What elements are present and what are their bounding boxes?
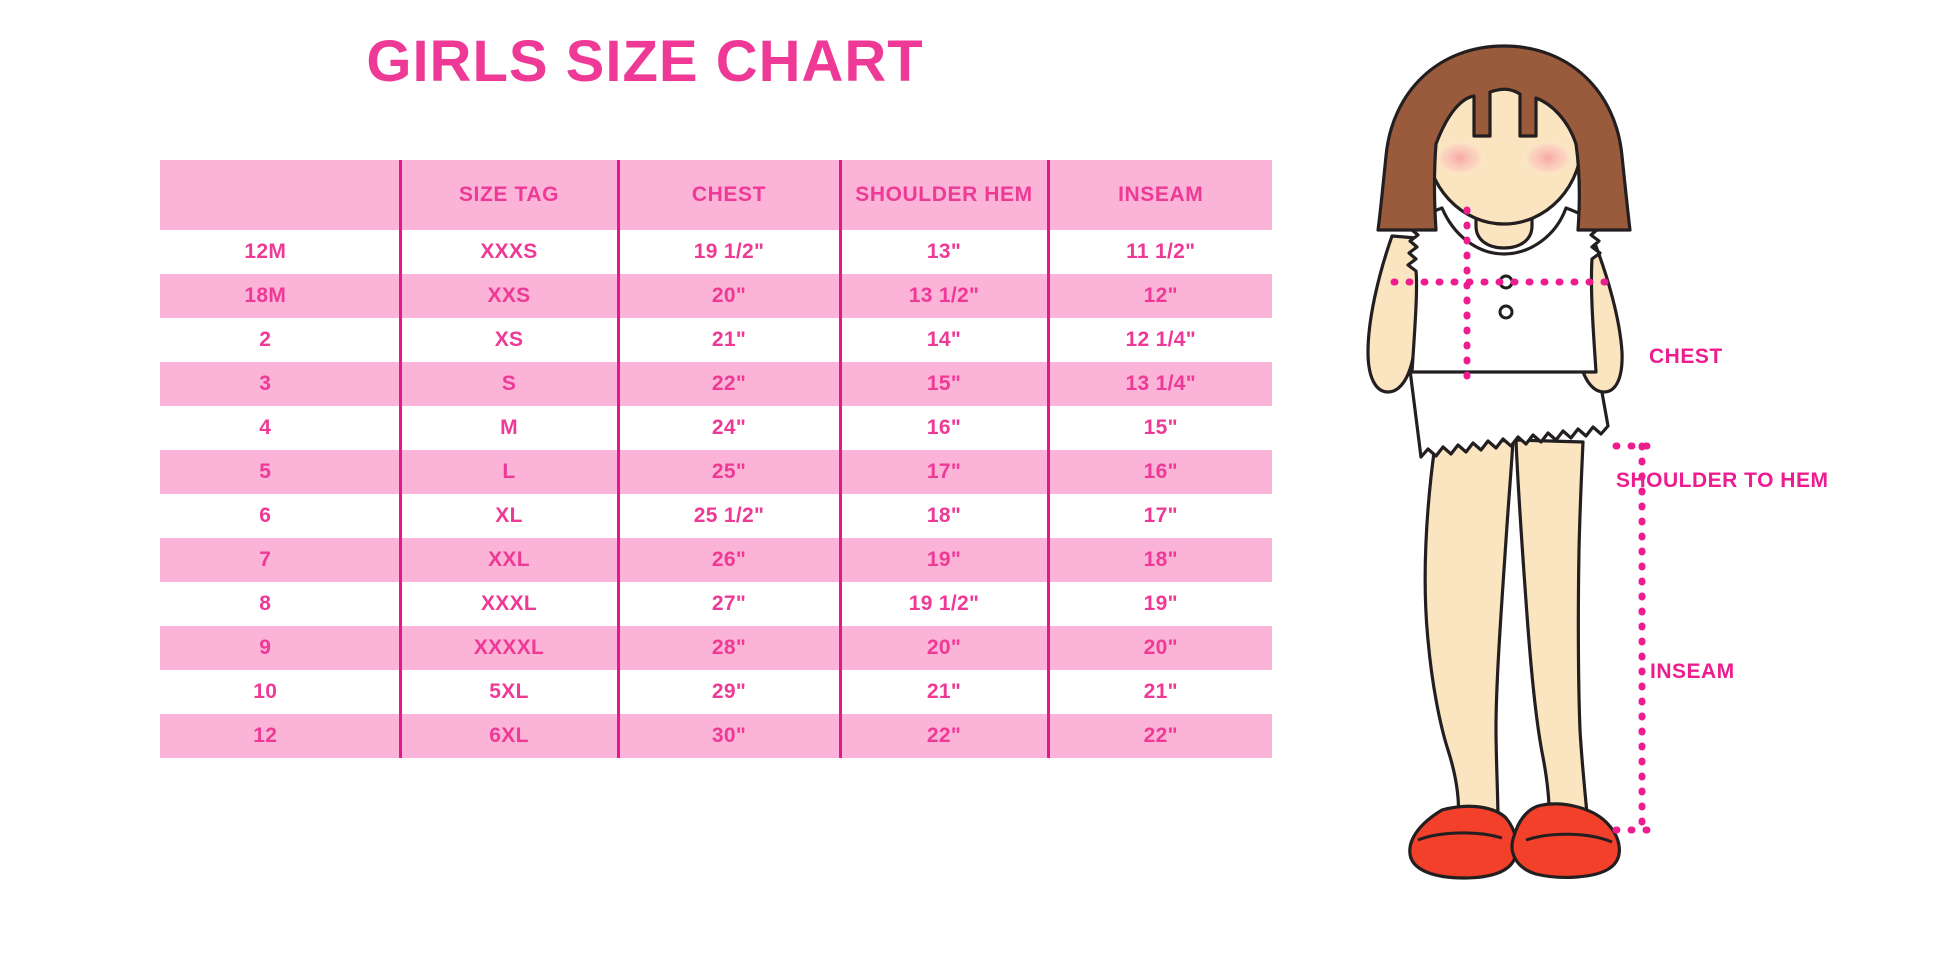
cell-chest: 28" <box>616 626 840 670</box>
cell-inseam: 15" <box>1046 406 1272 450</box>
table-row: 7 XXL 26" 19" 18" <box>160 538 1272 582</box>
cell-size-tag: XS <box>398 318 618 362</box>
cell-inseam: 16" <box>1046 450 1272 494</box>
cell-inseam: 20" <box>1046 626 1272 670</box>
table-row: 10 5XL 29" 21" 21" <box>160 670 1272 714</box>
legs-shape <box>1423 438 1590 828</box>
cell-inseam: 21" <box>1046 670 1272 714</box>
callout-label-inseam: INSEAM <box>1650 660 1735 683</box>
column-header-shoulder-hem: SHOULDER HEM <box>838 160 1048 230</box>
cell-size-tag: XXXS <box>398 230 618 274</box>
cell-size: 6 <box>160 494 400 538</box>
shoes-shape <box>1408 802 1621 880</box>
cell-shoulder-hem: 16" <box>838 406 1048 450</box>
cell-size-tag: M <box>398 406 618 450</box>
page-title: GIRLS SIZE CHART <box>366 29 924 94</box>
cell-inseam: 13 1/4" <box>1046 362 1272 406</box>
table-row: 12M XXXS 19 1/2" 13" 11 1/2" <box>160 230 1272 274</box>
table-row: 8 XXXL 27" 19 1/2" 19" <box>160 582 1272 626</box>
cell-chest: 25" <box>616 450 840 494</box>
cell-chest: 22" <box>616 362 840 406</box>
cell-chest: 20" <box>616 274 840 318</box>
cell-size: 18M <box>160 274 400 318</box>
column-header-inseam: INSEAM <box>1046 160 1272 230</box>
girl-figure-illustration <box>1330 40 1750 920</box>
cell-inseam: 17" <box>1046 494 1272 538</box>
cell-size-tag: XXXL <box>398 582 618 626</box>
cell-size-tag: XL <box>398 494 618 538</box>
cell-size: 2 <box>160 318 400 362</box>
table-row: 18M XXS 20" 13 1/2" 12" <box>160 274 1272 318</box>
cell-chest: 21" <box>616 318 840 362</box>
table-row: 3 S 22" 15" 13 1/4" <box>160 362 1272 406</box>
column-header-size-tag: SIZE TAG <box>398 160 618 230</box>
cell-inseam: 18" <box>1046 538 1272 582</box>
cell-shoulder-hem: 19" <box>838 538 1048 582</box>
table-row: 6 XL 25 1/2" 18" 17" <box>160 494 1272 538</box>
cell-inseam: 12" <box>1046 274 1272 318</box>
cell-size-tag: S <box>398 362 618 406</box>
hair-shape <box>1376 44 1632 232</box>
cell-size: 4 <box>160 406 400 450</box>
cell-size: 5 <box>160 450 400 494</box>
cell-size-tag: 6XL <box>398 714 618 758</box>
cell-size: 9 <box>160 626 400 670</box>
cell-shoulder-hem: 13 1/2" <box>838 274 1048 318</box>
cell-size-tag: L <box>398 450 618 494</box>
skirt-shape <box>1408 368 1610 459</box>
cell-inseam: 11 1/2" <box>1046 230 1272 274</box>
cell-size: 3 <box>160 362 400 406</box>
cell-shoulder-hem: 15" <box>838 362 1048 406</box>
table-header-row: SIZE TAG CHEST SHOULDER HEM INSEAM <box>160 160 1272 230</box>
column-header-chest: CHEST <box>616 160 840 230</box>
cell-size: 7 <box>160 538 400 582</box>
size-chart-table: SIZE TAG CHEST SHOULDER HEM INSEAM 12M XX… <box>160 160 1272 758</box>
table-row: 12 6XL 30" 22" 22" <box>160 714 1272 758</box>
cell-chest: 26" <box>616 538 840 582</box>
cell-size: 12 <box>160 714 400 758</box>
cell-inseam: 22" <box>1046 714 1272 758</box>
cell-shoulder-hem: 14" <box>838 318 1048 362</box>
callout-label-chest: CHEST <box>1649 345 1723 368</box>
cell-size-tag: 5XL <box>398 670 618 714</box>
cell-chest: 25 1/2" <box>616 494 840 538</box>
cell-shoulder-hem: 19 1/2" <box>838 582 1048 626</box>
cell-shoulder-hem: 17" <box>838 450 1048 494</box>
cell-size-tag: XXS <box>398 274 618 318</box>
table-row: 4 M 24" 16" 15" <box>160 406 1272 450</box>
cell-chest: 24" <box>616 406 840 450</box>
inseam-measure-bracket <box>1612 442 1664 834</box>
cell-size: 12M <box>160 230 400 274</box>
cell-shoulder-hem: 13" <box>838 230 1048 274</box>
cell-shoulder-hem: 22" <box>838 714 1048 758</box>
cell-chest: 27" <box>616 582 840 626</box>
cell-chest: 29" <box>616 670 840 714</box>
cell-inseam: 19" <box>1046 582 1272 626</box>
cell-size: 10 <box>160 670 400 714</box>
table-row: 5 L 25" 17" 16" <box>160 450 1272 494</box>
cell-size-tag: XXXXL <box>398 626 618 670</box>
cell-shoulder-hem: 20" <box>838 626 1048 670</box>
cell-shoulder-hem: 21" <box>838 670 1048 714</box>
callout-label-shoulder-to-hem: SHOULDER TO HEM <box>1616 469 1829 492</box>
cell-shoulder-hem: 18" <box>838 494 1048 538</box>
cell-size: 8 <box>160 582 400 626</box>
cell-chest: 30" <box>616 714 840 758</box>
table-row: 2 XS 21" 14" 12 1/4" <box>160 318 1272 362</box>
table-row: 9 XXXXL 28" 20" 20" <box>160 626 1272 670</box>
column-header-size <box>160 160 400 230</box>
cell-size-tag: XXL <box>398 538 618 582</box>
cell-inseam: 12 1/4" <box>1046 318 1272 362</box>
cell-chest: 19 1/2" <box>616 230 840 274</box>
